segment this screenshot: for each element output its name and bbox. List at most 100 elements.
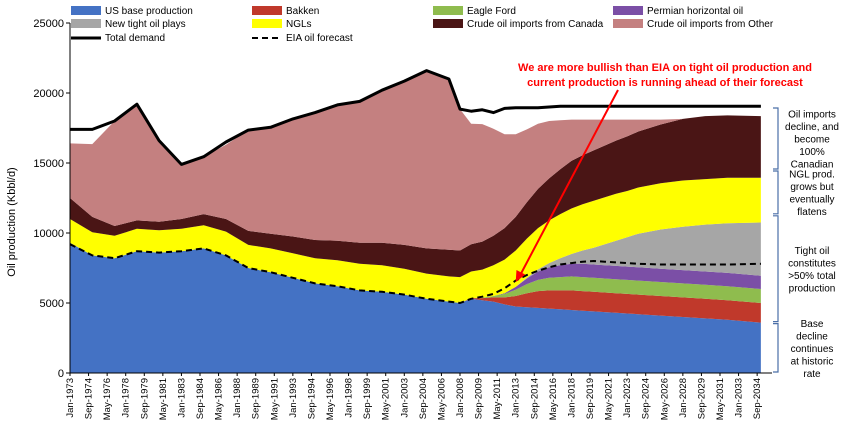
bracket-label-line: NGL prod. [789,170,835,181]
legend-label: New tight oil plays [105,19,186,30]
x-tick-label: May-1976 [102,378,113,420]
bracket-line [773,215,779,323]
bracket-label-line: flatens [797,207,826,218]
x-tick-label: Sep-2024 [641,378,652,419]
y-tick-label: 25000 [33,18,64,30]
bracket-label-line: Canadian [791,160,834,171]
line-eia-oil-forecast [69,243,761,304]
x-tick-label: Sep-1974 [84,378,95,419]
legend-item-eagle-ford: Eagle Ford [433,6,516,17]
x-tick-label: Sep-1994 [306,378,317,419]
bracket-label-line: Oil imports [788,110,836,121]
x-tick-label: May-1986 [214,378,225,420]
x-tick-label: May-2006 [436,378,447,420]
x-tick-label: Jan-1998 [344,378,355,418]
area-permian-horizontal-oil [70,242,761,303]
legend-item-eia-oil-forecast: EIA oil forecast [252,33,353,44]
bracket-label-line: Tight oil [795,246,830,257]
x-tick-label: May-2011 [492,378,503,420]
x-tick-label: Jan-2028 [678,378,689,418]
y-tick-label: 20000 [33,88,64,100]
x-tick-label: Jan-1993 [288,378,299,418]
x-tick-label: Sep-1999 [362,378,373,419]
legend-swatch [71,19,101,28]
area-ngls [70,177,761,303]
x-tick-label: Jan-2018 [566,378,577,418]
x-tick-label: Sep-1984 [195,378,206,419]
stacked-area-series [70,70,761,373]
legend-label: EIA oil forecast [286,33,353,44]
legend-label: Permian horizontal oil [647,6,743,17]
x-tick-label: Jan-2008 [455,378,466,418]
bracket-label-line: decline [796,331,828,342]
y-tick-label: 0 [58,368,64,380]
x-tick-label: May-2016 [548,378,559,420]
bracket-label-line: at historic [791,356,834,367]
bracket-label-line: production [789,283,836,294]
x-tick-label: Sep-2004 [418,378,429,419]
legend-item-permian-horizontal-oil: Permian horizontal oil [613,6,743,17]
bracket-label-line: >50% total [788,271,836,282]
x-tick-label: Sep-1979 [139,378,150,419]
legend-label: US base production [105,6,193,17]
x-tick-label: Sep-2019 [585,378,596,419]
bracket-label-line: eventually [789,195,834,206]
y-tick-label: 10000 [33,228,64,240]
axes: 0 5000 10000 15000 20000 25000 Jan-1973 Sep-197… [33,18,772,420]
x-tick-label: Sep-2034 [752,378,763,419]
x-tick-label: May-1991 [269,378,280,420]
legend-item-us-base-production: US base production [71,6,193,17]
bracket-line [773,107,779,170]
x-tick-label: Jan-1983 [176,378,187,418]
bracket-label-line: Base [801,319,824,330]
headline-line: We are more bullish than EIA on tight oi… [518,62,812,74]
bracket-label-line: 100% [799,147,825,158]
x-tick-label: May-2026 [659,378,670,420]
bracket-label-line: rate [803,369,821,380]
y-tick-label: 15000 [33,158,64,170]
legend: US base production Bakken Eagle Ford Permia… [71,6,774,44]
x-tick-label: Jan-2013 [511,378,522,418]
bracket-label-line: continues [791,344,834,355]
legend-swatch [433,6,463,15]
line-total-demand [70,69,761,166]
legend-label: Eagle Ford [467,6,516,17]
legend-swatch [71,6,101,15]
arrow-shaft [518,89,619,277]
legend-item-new-tight-oil-plays: New tight oil plays [71,19,186,30]
bracket-line [773,323,779,373]
x-tick-label: May-1981 [158,378,169,420]
legend-swatch [433,19,463,28]
bracket-line [773,170,779,215]
bracket-label-line: grows but [790,182,834,193]
legend-swatch [613,6,643,15]
legend-swatch [252,19,282,28]
x-tick-label: Jan-1988 [232,378,243,418]
x-tick-label: Jan-2023 [622,378,633,418]
x-tick-label: May-2031 [715,378,726,420]
area-bakken [70,242,761,323]
x-tick-label: Sep-2014 [529,378,540,419]
legend-label: NGLs [286,19,312,30]
y-axis-label: Oil production (Kbbl/d) [6,167,18,276]
legend-label: Crude oil imports from Canada [467,19,604,30]
legend-swatch [252,6,282,15]
legend-label: Total demand [105,33,165,44]
bracket-label-line: decline, and [785,122,839,133]
x-tick-label: May-1996 [325,378,336,420]
x-tick-label: Sep-2009 [474,378,485,419]
y-tick-label: 5000 [40,298,64,310]
legend-item-bakken: Bakken [252,6,319,17]
x-tick-label: Jan-1978 [121,378,132,418]
headline-annotation: We are more bullish than EIA on tight oi… [515,62,812,282]
x-tick-label: May-2001 [381,378,392,420]
legend-item-crude-oil-imports-from-other: Crude oil imports from Other [613,19,774,30]
area-crude-oil-imports-from-canada [70,115,761,278]
legend-label: Crude oil imports from Other [647,19,774,30]
x-tick-label: Sep-2029 [696,378,707,419]
